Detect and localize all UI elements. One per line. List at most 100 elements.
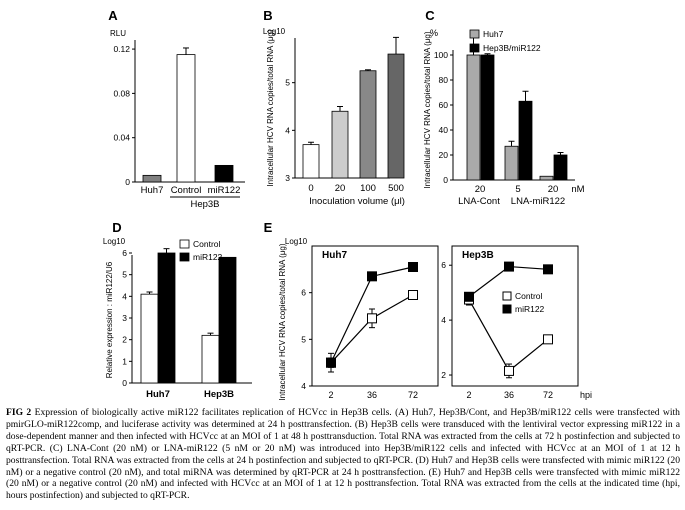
panel-a-y-axis-tick-label: 0.08 xyxy=(113,88,130,98)
panel-d-y-label: Relative expression : miR122/U6 xyxy=(105,261,114,378)
panel-d-bar xyxy=(140,293,159,384)
panel-b-category-label: 500 xyxy=(388,183,404,194)
panel-c-legend-label: Hep3B/miR122 xyxy=(483,43,541,53)
panel-d-category-label: Hep3B xyxy=(204,389,234,400)
panel-e-x-tick-label: 72 xyxy=(543,390,553,400)
panel-e-marker xyxy=(543,334,553,345)
panel-c-group-label: LNA-Cont xyxy=(458,196,500,207)
panel-e-right-title: Hep3B xyxy=(462,250,494,261)
panel-c-bar xyxy=(553,154,568,181)
panel-letter-a: A xyxy=(108,8,118,23)
panel-c-y-axis-tick-label: 20 xyxy=(439,150,449,160)
panel-e-right-tick-label: 2 xyxy=(441,370,446,380)
panel-a-bar xyxy=(142,174,162,183)
panel-a-unit: RLU xyxy=(110,29,126,38)
panel-b-category-label: 20 xyxy=(335,183,346,194)
panel-e-x-tick-label: 2 xyxy=(466,390,471,400)
panel-b-category-label: 100 xyxy=(360,183,376,194)
panel-c-y-axis-tick-label: 60 xyxy=(439,100,449,110)
panel-c-category-label: 20 xyxy=(548,184,559,195)
panel-c-bar xyxy=(466,54,481,181)
panel-e-left-title: Huh7 xyxy=(322,250,347,261)
panel-e-marker xyxy=(504,365,514,376)
panel-c-group-label: LNA-miR122 xyxy=(511,196,565,207)
panel-e-right-frame xyxy=(451,245,579,387)
panel-e-marker xyxy=(326,357,336,368)
panel-c-unit: % xyxy=(430,28,438,38)
panel-letter-b: B xyxy=(263,8,272,23)
panel-a-y-axis-tick-label: 0 xyxy=(125,177,130,187)
panel-b-bar xyxy=(387,53,405,179)
panel-b-category-label: 0 xyxy=(308,183,313,194)
panel-letter-e: E xyxy=(264,220,273,235)
panel-d-y-axis-tick-label: 2 xyxy=(122,335,127,345)
panel-b-y-axis-tick-label: 4 xyxy=(285,125,290,135)
panel-e-legend-label: miR122 xyxy=(515,304,545,314)
panel-a-y-axis-tick-label: 0.04 xyxy=(113,133,130,143)
panel-e-marker xyxy=(543,264,553,275)
panel-e-left-frame xyxy=(311,245,439,387)
panel-c-unit-label: nM xyxy=(571,184,584,195)
panel-d-y-axis-tick-label: 5 xyxy=(122,270,127,280)
panel-a-y-axis-tick-label: 0.12 xyxy=(113,44,130,54)
figure-caption: FIG 2 Expression of biologically active … xyxy=(6,407,680,502)
panel-d-bar xyxy=(218,256,237,384)
panel-d-unit: Log10 xyxy=(103,237,126,246)
panel-e-series-line xyxy=(330,294,414,364)
panel-e-legend-swatch xyxy=(502,291,512,301)
panel-d-y-axis-tick-label: 6 xyxy=(122,248,127,258)
caption-text: Expression of biologically active miR122… xyxy=(6,407,680,502)
panel-d-bar xyxy=(201,334,220,384)
panel-c-category-label: 5 xyxy=(515,184,520,195)
panel-d-legend-swatch xyxy=(179,239,190,249)
panel-e-marker xyxy=(367,271,377,282)
panel-letter-d: D xyxy=(112,220,121,235)
panel-e-unit: Log10 xyxy=(285,237,308,246)
panel-a-category-label: miR122 xyxy=(208,185,241,196)
panel-e-marker xyxy=(367,313,377,324)
panel-e-left-tick-label: 6 xyxy=(301,288,306,298)
panel-c-bar xyxy=(539,175,554,181)
panel-c-legend-swatch xyxy=(469,43,480,53)
panel-c-y-axis-tick-label: 40 xyxy=(439,125,449,135)
panel-a-category-label: Huh7 xyxy=(141,185,164,196)
panel-e-x-tick-label: 72 xyxy=(408,390,418,400)
panel-c-legend-swatch xyxy=(469,29,480,39)
panel-letter-c: C xyxy=(425,8,435,23)
panel-d-legend-label: Control xyxy=(193,239,221,249)
panel-e-marker xyxy=(504,261,514,272)
panel-c-category-label: 20 xyxy=(475,184,486,195)
panel-b-x-label: Inoculation volume (μl) xyxy=(309,196,405,207)
panel-a-bar xyxy=(214,164,234,183)
panel-c-bar xyxy=(504,145,519,181)
panel-e-left-tick-label: 5 xyxy=(301,334,306,344)
panel-b-bar xyxy=(359,70,377,179)
panel-d-y-axis-tick-label: 3 xyxy=(122,313,127,323)
panel-d-y-axis-tick-label: 4 xyxy=(122,291,127,301)
panel-e-y-label: Intracellular HCV RNA copies/total RNA (… xyxy=(278,243,287,400)
panel-e-marker xyxy=(408,290,418,300)
panel-a-group-label: Hep3B xyxy=(190,199,219,210)
panel-d-legend-swatch xyxy=(179,252,190,262)
panel-e-marker xyxy=(464,291,474,302)
caption-label: FIG 2 xyxy=(6,407,32,418)
panel-d-y-axis-tick-label: 0 xyxy=(122,378,127,388)
panel-e-marker xyxy=(408,262,418,272)
panel-d-category-label: Huh7 xyxy=(146,389,170,400)
panel-b-bar xyxy=(302,144,320,179)
figure: A RLU 0 0.04 0.08 0.12 Huh7 Control miR122 Hep3B B… xyxy=(103,8,592,401)
panel-d-y-axis-tick-label: 1 xyxy=(122,356,127,366)
panel-e-right-tick-label: 4 xyxy=(441,315,446,325)
panel-e-x-tick-label: 2 xyxy=(328,390,333,400)
panel-c-y-axis-tick-label: 100 xyxy=(434,50,448,60)
panel-e-x-tick-label: 36 xyxy=(504,390,514,400)
panel-d-bar xyxy=(157,252,176,384)
panel-a-category-label: Control xyxy=(171,185,202,196)
panel-e-left-tick-label: 4 xyxy=(301,381,306,391)
panel-c-y-axis-tick-label: 0 xyxy=(443,175,448,185)
panel-e-legend-swatch xyxy=(502,304,512,314)
panel-e-x-tick-label: 36 xyxy=(367,390,377,400)
panel-a-bar xyxy=(176,54,196,183)
panel-b-y-axis-tick-label: 5 xyxy=(285,78,290,88)
panel-c-legend-label: Huh7 xyxy=(483,29,504,39)
